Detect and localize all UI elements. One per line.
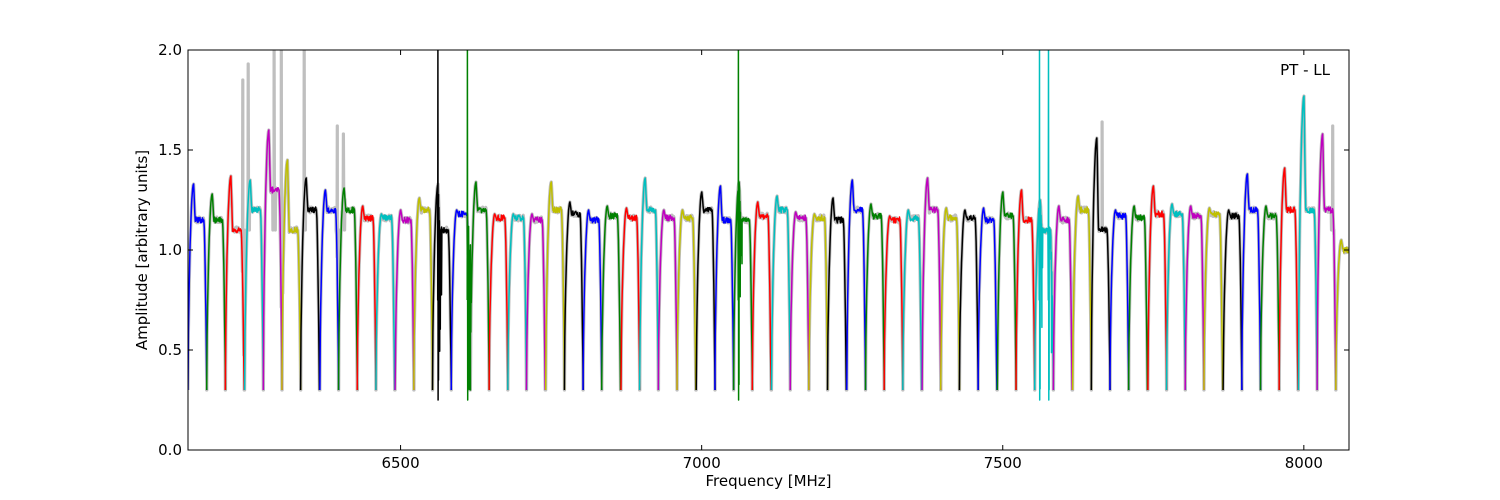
ticks-layer: 6500 7000 7500 8000 0.0 0.5 1.0 1.5 2.0 bbox=[158, 41, 1349, 472]
series-window-10 bbox=[356, 205, 377, 391]
series-window-37 bbox=[864, 203, 886, 391]
series-window-13 bbox=[413, 197, 434, 391]
series-window-30 bbox=[732, 50, 754, 401]
series-window-33 bbox=[789, 211, 810, 391]
y-axis-label: Amplitude [arbitrary units] bbox=[133, 150, 151, 350]
series-window-5 bbox=[262, 129, 283, 391]
series-window-55 bbox=[1203, 207, 1224, 391]
series-window-49 bbox=[1090, 137, 1111, 391]
series-window-42 bbox=[958, 209, 979, 391]
series-window-27 bbox=[676, 209, 697, 391]
series-window-20 bbox=[544, 181, 566, 391]
series-window-40 bbox=[921, 177, 942, 391]
series-window-16 bbox=[466, 50, 490, 401]
series-window-44 bbox=[996, 191, 1017, 391]
series-window-59 bbox=[1278, 167, 1299, 391]
series-window-22 bbox=[582, 209, 603, 391]
series-window-39 bbox=[902, 209, 923, 391]
series-window-8 bbox=[319, 189, 340, 391]
series-window-12 bbox=[394, 209, 415, 391]
series-window-17 bbox=[488, 213, 509, 391]
series-window-1 bbox=[188, 183, 208, 391]
series-window-46 bbox=[1033, 50, 1055, 401]
y-tick-label: 2.0 bbox=[158, 41, 182, 59]
series-window-31 bbox=[751, 201, 772, 391]
series-layer bbox=[188, 50, 1349, 401]
series-window-50 bbox=[1109, 209, 1130, 391]
x-tick-label: 7000 bbox=[683, 454, 721, 472]
series-window-11 bbox=[375, 213, 396, 391]
series-window-54 bbox=[1184, 205, 1205, 391]
series-window-61 bbox=[1316, 133, 1337, 391]
series-window-14 bbox=[431, 50, 453, 401]
x-tick-label: 8000 bbox=[1285, 454, 1323, 472]
series-window-41 bbox=[939, 207, 961, 391]
series-window-24 bbox=[620, 207, 641, 391]
x-tick-label: 6500 bbox=[381, 454, 419, 472]
series-window-28 bbox=[695, 191, 716, 391]
series-window-56 bbox=[1222, 209, 1243, 391]
series-window-45 bbox=[1015, 189, 1036, 391]
series-window-57 bbox=[1241, 173, 1262, 391]
series-window-47 bbox=[1052, 205, 1073, 391]
series-window-18 bbox=[507, 213, 528, 391]
series-window-35 bbox=[826, 197, 848, 391]
series-window-36 bbox=[846, 179, 867, 391]
series-window-60 bbox=[1297, 95, 1318, 391]
series-window-29 bbox=[714, 185, 735, 391]
series-window-19 bbox=[525, 213, 546, 391]
x-axis-label: Frequency [MHz] bbox=[705, 472, 831, 490]
y-tick-label: 1.5 bbox=[158, 141, 182, 159]
y-tick-label: 0.5 bbox=[158, 341, 182, 359]
y-tick-label: 1.0 bbox=[158, 241, 182, 259]
y-tick-label: 0.0 bbox=[158, 441, 182, 459]
series-window-4 bbox=[243, 179, 265, 391]
series-window-9 bbox=[337, 187, 359, 391]
series-window-32 bbox=[770, 195, 792, 391]
series-window-38 bbox=[883, 215, 904, 391]
series-window-6 bbox=[281, 159, 302, 391]
series-window-58 bbox=[1259, 205, 1281, 391]
series-window-52 bbox=[1147, 185, 1168, 391]
series-window-3 bbox=[224, 175, 245, 391]
series-window-21 bbox=[563, 201, 584, 391]
panel-annotation: PT - LL bbox=[1280, 61, 1331, 79]
series-window-43 bbox=[977, 207, 998, 391]
series-window-53 bbox=[1165, 203, 1187, 391]
series-window-23 bbox=[600, 205, 622, 391]
series-window-2 bbox=[205, 193, 227, 391]
series-window-48 bbox=[1071, 195, 1093, 391]
x-tick-label: 7500 bbox=[984, 454, 1022, 472]
series-window-26 bbox=[657, 209, 678, 391]
series-window-34 bbox=[808, 213, 829, 391]
series-window-7 bbox=[299, 177, 321, 391]
series-window-51 bbox=[1127, 205, 1149, 391]
series-window-25 bbox=[638, 177, 660, 391]
